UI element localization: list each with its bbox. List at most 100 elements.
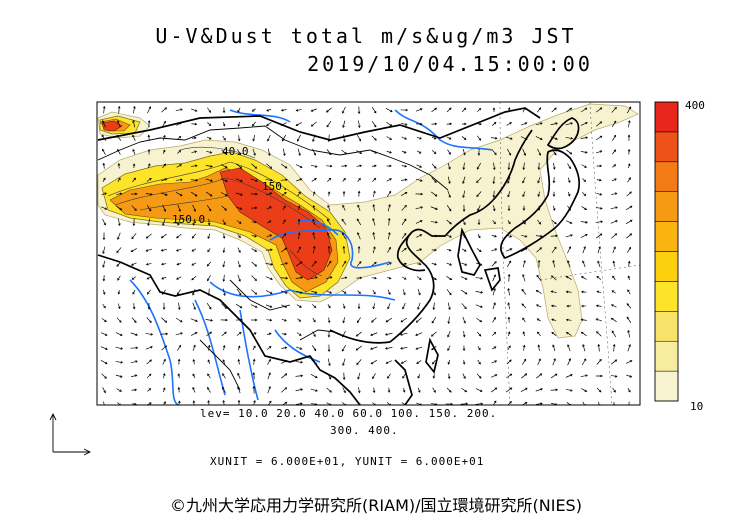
wind-arrow-head — [508, 221, 511, 225]
wind-arrow-head — [463, 376, 466, 380]
wind-arrow-head — [551, 318, 554, 322]
wind-arrow-head — [209, 151, 213, 154]
wind-arrow — [178, 401, 180, 405]
wind-arrow-head — [357, 306, 361, 310]
wind-arrow-head — [463, 222, 466, 226]
wind-arrow-head — [344, 276, 348, 280]
wind-arrow-head — [373, 110, 377, 114]
wind-arrow — [147, 388, 151, 392]
wind-arrow-head — [419, 165, 423, 168]
wind-arrow-head — [494, 261, 497, 264]
wind-arrow — [626, 374, 632, 378]
wind-arrow-head — [314, 291, 318, 294]
wind-arrow — [565, 137, 573, 139]
wind-arrow-head — [254, 234, 257, 238]
wind-arrow-head — [358, 125, 361, 129]
wind-arrow — [552, 260, 556, 268]
wind-arrow-head — [177, 307, 181, 311]
wind-arrow — [460, 289, 468, 295]
wind-arrow-head — [300, 374, 304, 378]
wind-arrow — [208, 218, 210, 226]
wind-arrow — [100, 359, 108, 365]
wind-arrow — [551, 319, 557, 321]
wind-arrow-head — [568, 208, 571, 211]
wind-arrow-head — [299, 347, 303, 350]
wind-arrow-head — [507, 208, 511, 212]
wind-arrow — [373, 232, 375, 240]
wind-arrow-head — [372, 306, 375, 310]
wind-arrow — [162, 359, 166, 365]
wind-arrow-head — [554, 246, 557, 250]
wind-arrow — [448, 373, 450, 379]
wind-arrow-head — [373, 190, 376, 194]
wind-arrow-head — [629, 233, 633, 236]
wind-arrow-head — [419, 277, 422, 280]
wind-arrow-head — [269, 166, 273, 169]
wind-arrow — [207, 248, 211, 252]
wind-arrow — [580, 151, 588, 153]
wind-arrow — [537, 331, 541, 337]
wind-arrow-head — [389, 262, 392, 265]
wind-arrow-head — [537, 344, 541, 348]
wind-arrow — [176, 248, 182, 252]
wind-arrow-head — [478, 376, 482, 379]
wind-arrow-head — [627, 163, 631, 166]
wind-arrow — [582, 178, 586, 182]
wind-arrow-head — [462, 181, 465, 184]
wind-arrow-head — [494, 360, 498, 363]
wind-arrow-head — [356, 362, 359, 366]
wind-arrow-head — [120, 347, 124, 350]
wind-arrow — [371, 317, 377, 323]
wind-arrow — [492, 332, 496, 336]
wind-arrow-head — [341, 218, 345, 222]
wind-arrow — [521, 289, 527, 295]
wind-arrow-head — [208, 208, 212, 212]
wind-arrow-head — [194, 136, 197, 140]
wind-arrow — [596, 121, 602, 127]
wind-arrow-head — [210, 179, 213, 182]
wind-arrow — [627, 330, 631, 338]
wind-arrow — [430, 206, 438, 210]
wind-arrow — [132, 149, 136, 155]
wind-arrow-head — [191, 236, 195, 239]
wind-arrow — [580, 221, 588, 223]
wind-arrow-head — [343, 291, 347, 294]
wind-arrow-head — [162, 149, 166, 153]
wind-arrow — [101, 135, 107, 141]
wind-arrow-head — [103, 222, 106, 226]
wind-arrow-head — [237, 138, 241, 142]
wind-arrow-head — [310, 109, 314, 112]
wind-arrow-head — [164, 345, 168, 348]
wind-arrow — [311, 359, 317, 365]
wind-arrow-head — [611, 290, 615, 293]
wind-arrow-head — [134, 388, 138, 392]
wind-arrow — [237, 373, 241, 379]
wind-arrow — [612, 164, 616, 168]
wind-arrow-head — [551, 331, 554, 335]
wind-arrow — [536, 373, 542, 379]
wind-arrow-head — [595, 304, 599, 308]
wind-arrow-head — [192, 386, 195, 390]
wind-arrow — [625, 219, 633, 225]
wind-arrow — [326, 120, 332, 128]
wind-arrow — [611, 375, 617, 377]
wind-arrow — [491, 346, 497, 350]
wind-arrow — [537, 219, 541, 225]
wind-arrow — [387, 289, 391, 295]
wind-arrow-head — [225, 193, 228, 197]
wind-arrow — [280, 163, 288, 169]
wind-arrow-head — [370, 333, 373, 336]
wind-arrow-head — [329, 390, 332, 393]
wind-arrow-head — [132, 134, 135, 138]
wind-arrow-head — [176, 277, 179, 280]
wind-arrow — [162, 149, 166, 155]
wind-arrow-head — [119, 320, 122, 323]
wind-arrow-head — [251, 109, 255, 112]
wind-arrow — [627, 247, 631, 253]
wind-arrow — [236, 163, 242, 169]
wind-arrow-head — [104, 333, 108, 336]
wind-arrow — [281, 109, 287, 111]
wind-arrow-head — [132, 148, 135, 152]
wind-arrow — [191, 275, 197, 281]
wind-arrow — [132, 177, 136, 183]
